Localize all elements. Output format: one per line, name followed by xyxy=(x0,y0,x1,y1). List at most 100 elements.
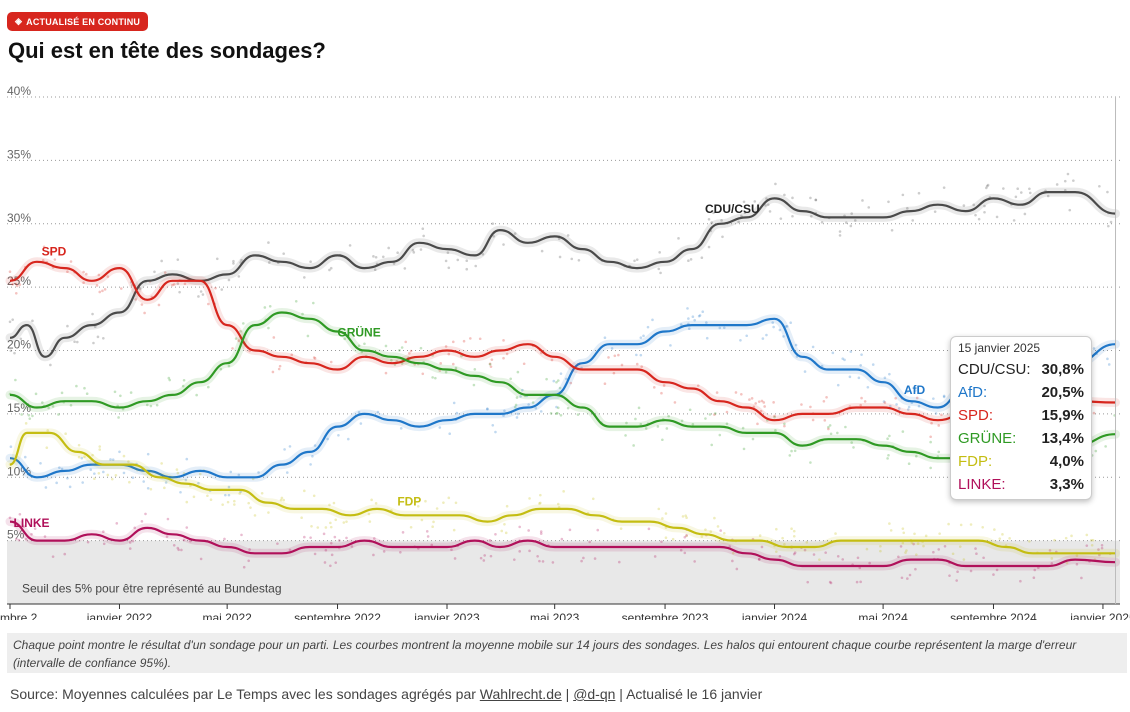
poll-dot xyxy=(481,252,485,256)
series-label-afd: AfD xyxy=(904,383,926,397)
poll-dot xyxy=(538,559,541,563)
poll-dot xyxy=(722,531,726,535)
poll-dot xyxy=(175,468,179,471)
poll-dot xyxy=(824,551,827,554)
poll-dot xyxy=(657,267,661,271)
poll-dot xyxy=(372,255,375,258)
poll-dot xyxy=(469,337,472,340)
poll-dot xyxy=(977,217,981,221)
poll-dot xyxy=(722,326,726,330)
poll-dot xyxy=(500,529,504,533)
poll-dot xyxy=(272,336,276,339)
poll-dot xyxy=(617,353,620,357)
poll-dot xyxy=(942,186,946,189)
source-link-wahlrecht[interactable]: Wahlrecht.de xyxy=(479,686,562,702)
page-title: Qui est en tête des sondages? xyxy=(8,38,326,63)
poll-dot xyxy=(1092,411,1096,415)
poll-dot xyxy=(720,219,723,222)
poll-dot xyxy=(454,501,458,505)
poll-dot xyxy=(565,377,568,381)
poll-dot xyxy=(679,548,683,552)
poll-dot xyxy=(221,503,224,506)
poll-dot xyxy=(913,532,916,536)
poll-dot xyxy=(58,466,61,469)
poll-dot xyxy=(168,378,172,382)
poll-dot xyxy=(982,556,985,560)
poll-dot xyxy=(237,473,241,477)
poll-dot xyxy=(146,452,150,456)
poll-dot xyxy=(309,536,312,539)
poll-dot xyxy=(345,520,348,523)
poll-dot xyxy=(176,546,180,550)
poll-dot xyxy=(42,245,46,249)
poll-dot xyxy=(783,193,786,197)
poll-dot xyxy=(932,397,935,400)
poll-dot xyxy=(550,358,554,362)
poll-dot xyxy=(368,520,372,523)
poll-dot xyxy=(75,384,78,388)
poll-dot xyxy=(155,403,159,407)
poll-dot xyxy=(300,516,303,520)
poll-dot xyxy=(138,287,142,290)
poll-dot xyxy=(700,256,704,260)
poll-dot xyxy=(930,421,933,425)
poll-dot xyxy=(904,551,907,554)
poll-dot xyxy=(858,566,862,570)
poll-dot xyxy=(370,498,373,502)
poll-dot xyxy=(215,257,219,261)
poll-dot xyxy=(683,535,687,539)
poll-dot xyxy=(166,517,170,521)
poll-dot xyxy=(110,477,114,481)
poll-dot xyxy=(53,258,57,261)
poll-dot xyxy=(1065,561,1069,565)
poll-dot xyxy=(902,531,906,535)
poll-dot xyxy=(652,386,656,389)
poll-dot xyxy=(558,255,562,259)
poll-dot xyxy=(556,411,559,415)
poll-dot xyxy=(900,576,904,580)
poll-dot xyxy=(271,370,275,374)
poll-dot xyxy=(969,523,973,526)
poll-dot xyxy=(610,347,614,350)
poll-dot xyxy=(940,413,943,417)
poll-dot xyxy=(8,270,12,274)
poll-dot xyxy=(792,552,796,556)
poll-dot xyxy=(743,211,747,214)
poll-dot xyxy=(793,551,797,554)
poll-dot xyxy=(14,378,17,382)
poll-dot xyxy=(607,356,610,359)
poll-dot xyxy=(374,255,378,259)
series-line-spd xyxy=(9,260,1116,422)
x-tick-label: septembre 2… xyxy=(0,611,49,620)
poll-dot xyxy=(326,437,329,441)
source-link-author[interactable]: @d-qn xyxy=(573,686,616,702)
poll-dot xyxy=(1068,208,1072,212)
poll-dot xyxy=(633,259,636,263)
poll-dot xyxy=(282,252,285,255)
poll-dot xyxy=(93,325,97,329)
poll-dot xyxy=(381,255,385,259)
poll-dot xyxy=(422,234,425,238)
poll-dot xyxy=(664,536,668,540)
poll-dot xyxy=(1023,212,1027,216)
tooltip-row-value: 3,3% xyxy=(1049,476,1084,493)
poll-dot xyxy=(661,438,664,442)
poll-dot xyxy=(809,461,812,464)
poll-dot xyxy=(742,200,746,204)
poll-dot xyxy=(822,399,826,403)
tooltip-row-value: 15,9% xyxy=(1041,407,1084,424)
poll-dot xyxy=(1070,534,1073,538)
poll-dot xyxy=(329,521,332,525)
poll-dot xyxy=(114,473,118,477)
poll-dot xyxy=(809,405,812,409)
poll-dot xyxy=(513,558,516,561)
poll-dot xyxy=(160,462,163,465)
poll-dot xyxy=(311,301,315,305)
poll-dot xyxy=(640,365,644,368)
poll-dot xyxy=(635,362,639,366)
poll-dot xyxy=(253,514,257,517)
poll-dot xyxy=(856,556,860,560)
poll-dot xyxy=(552,379,556,383)
poll-dot xyxy=(1106,190,1109,194)
poll-dot xyxy=(1002,187,1005,190)
